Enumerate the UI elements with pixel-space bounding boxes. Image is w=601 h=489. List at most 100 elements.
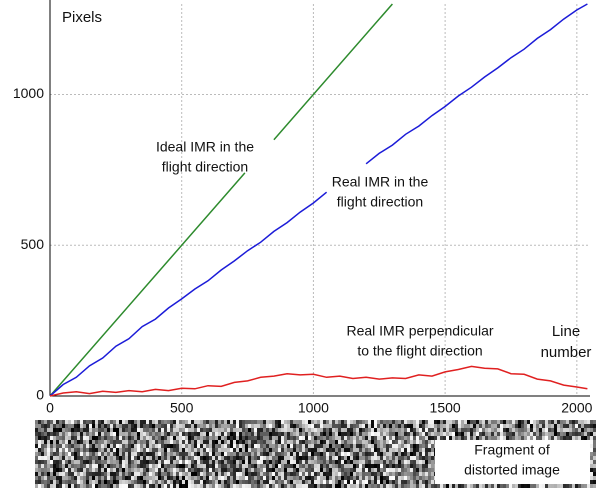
image-pixel <box>365 472 368 476</box>
image-pixel <box>221 468 224 472</box>
image-pixel <box>89 480 92 484</box>
image-pixel <box>185 480 188 484</box>
image-pixel <box>197 420 200 424</box>
image-pixel <box>383 476 386 480</box>
image-pixel <box>206 420 209 424</box>
image-pixel <box>581 420 584 424</box>
image-pixel <box>386 472 389 476</box>
image-pixel <box>317 480 320 484</box>
image-pixel <box>467 428 470 432</box>
image-pixel <box>65 456 68 460</box>
image-pixel <box>146 452 149 456</box>
image-pixel <box>167 440 170 444</box>
image-pixel <box>197 476 200 480</box>
image-pixel <box>416 424 419 428</box>
image-pixel <box>182 452 185 456</box>
image-pixel <box>437 428 440 432</box>
image-pixel <box>65 476 68 480</box>
image-pixel <box>158 472 161 476</box>
image-pixel <box>359 440 362 444</box>
image-pixel <box>188 424 191 428</box>
image-pixel <box>98 444 101 448</box>
image-pixel <box>401 480 404 484</box>
image-pixel <box>41 452 44 456</box>
image-pixel <box>329 460 332 464</box>
image-pixel <box>161 444 164 448</box>
image-pixel <box>59 468 62 472</box>
image-pixel <box>83 484 86 488</box>
image-pixel <box>371 448 374 452</box>
image-pixel <box>191 464 194 468</box>
image-pixel <box>164 444 167 448</box>
image-pixel <box>326 464 329 468</box>
image-pixel <box>347 468 350 472</box>
image-pixel <box>365 476 368 480</box>
image-pixel <box>353 436 356 440</box>
image-pixel <box>140 476 143 480</box>
image-pixel <box>353 448 356 452</box>
image-pixel <box>47 472 50 476</box>
image-pixel <box>158 448 161 452</box>
image-pixel <box>320 424 323 428</box>
image-pixel <box>356 484 359 488</box>
image-pixel <box>242 456 245 460</box>
image-pixel <box>149 448 152 452</box>
image-pixel <box>464 484 467 488</box>
image-pixel <box>164 432 167 436</box>
image-pixel <box>191 460 194 464</box>
image-pixel <box>398 472 401 476</box>
image-pixel <box>371 432 374 436</box>
image-pixel <box>317 484 320 488</box>
image-pixel <box>65 464 68 468</box>
image-pixel <box>386 420 389 424</box>
image-pixel <box>434 436 437 440</box>
image-pixel <box>356 420 359 424</box>
image-pixel <box>95 448 98 452</box>
image-pixel <box>296 476 299 480</box>
image-pixel <box>269 440 272 444</box>
image-pixel <box>353 440 356 444</box>
image-pixel <box>137 472 140 476</box>
image-pixel <box>386 424 389 428</box>
image-pixel <box>362 484 365 488</box>
image-pixel <box>164 460 167 464</box>
image-pixel <box>212 480 215 484</box>
image-pixel <box>56 444 59 448</box>
image-pixel <box>494 436 497 440</box>
image-pixel <box>395 432 398 436</box>
image-pixel <box>362 460 365 464</box>
image-pixel <box>347 436 350 440</box>
image-pixel <box>407 472 410 476</box>
image-pixel <box>524 436 527 440</box>
image-pixel <box>110 468 113 472</box>
image-pixel <box>314 448 317 452</box>
image-pixel <box>362 448 365 452</box>
image-pixel <box>353 464 356 468</box>
image-pixel <box>329 432 332 436</box>
image-pixel <box>161 420 164 424</box>
image-pixel <box>566 428 569 432</box>
image-pixel <box>377 428 380 432</box>
image-pixel <box>359 456 362 460</box>
image-pixel <box>80 432 83 436</box>
image-pixel <box>317 460 320 464</box>
image-pixel <box>581 484 584 488</box>
image-pixel <box>512 428 515 432</box>
image-pixel <box>347 472 350 476</box>
image-pixel <box>506 436 509 440</box>
image-pixel <box>119 444 122 448</box>
image-pixel <box>305 440 308 444</box>
image-pixel <box>197 444 200 448</box>
image-pixel <box>356 476 359 480</box>
image-pixel <box>407 460 410 464</box>
image-pixel <box>410 476 413 480</box>
image-pixel <box>488 424 491 428</box>
image-pixel <box>296 448 299 452</box>
image-pixel <box>314 452 317 456</box>
image-pixel <box>245 428 248 432</box>
image-pixel <box>161 428 164 432</box>
image-pixel <box>386 436 389 440</box>
image-pixel <box>47 420 50 424</box>
image-pixel <box>182 484 185 488</box>
image-pixel <box>404 484 407 488</box>
